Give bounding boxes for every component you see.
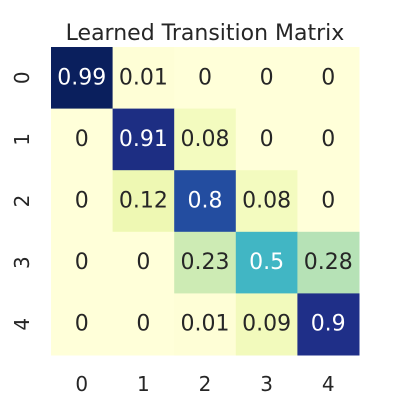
x-axis-tick-labels: 0 1 2 3 4 [75, 372, 334, 396]
cell-value-label: 0 [260, 127, 274, 152]
heatmap-cell [174, 108, 237, 171]
heatmap-cell [235, 293, 298, 356]
cell-value-label: 0 [321, 65, 335, 90]
cell-value-label: 0.28 [304, 250, 353, 275]
cell-value-label: 0.09 [242, 312, 291, 337]
heatmap-cell [174, 293, 237, 356]
heatmap-cell [297, 170, 360, 233]
cell-value-label: 0.99 [57, 65, 106, 90]
heatmap-cell [174, 231, 237, 294]
cell-value-label: 0.5 [249, 250, 284, 275]
cell-value-label: 0.23 [181, 250, 230, 275]
heatmap-cell [112, 293, 175, 356]
heatmap-cell [235, 108, 298, 171]
heatmap-cell [235, 47, 298, 110]
cell-value-label: 0.01 [119, 65, 168, 90]
heatmap-cell [297, 108, 360, 171]
heatmap-cell [51, 170, 114, 233]
cell-value-label: 0.08 [181, 127, 230, 152]
heatmap-cell [235, 231, 298, 294]
heatmap-cell [112, 108, 175, 171]
heatmap-cell [51, 108, 114, 171]
cell-value-label: 0 [75, 189, 89, 214]
cell-value-label: 0.91 [119, 127, 168, 152]
heatmap-cell [112, 231, 175, 294]
cell-value-label: 0 [75, 127, 89, 152]
cell-value-label: 0 [75, 312, 89, 337]
cell-value-label: 0 [198, 65, 212, 90]
heatmap-cell [51, 231, 114, 294]
y-tick-label: 0 [10, 71, 34, 84]
cell-value-label: 0 [136, 250, 150, 275]
cell-value-label: 0.9 [311, 312, 346, 337]
heatmap-cell [297, 293, 360, 356]
y-tick-label: 4 [10, 318, 34, 331]
cell-value-label: 0 [321, 189, 335, 214]
cell-value-label: 0.01 [181, 312, 230, 337]
y-tick-label: 3 [10, 256, 34, 269]
heatmap-cell [51, 47, 114, 110]
heatmap-cells [51, 47, 360, 356]
heatmap-cell-labels: 0.99 0.01 0 0 0 0 0.91 0.08 0 0 0 0.12 0.8 0.08 0 0 0 0.2… [57, 65, 352, 336]
y-tick-label: 1 [10, 133, 34, 146]
cell-value-label: 0 [321, 127, 335, 152]
x-tick-label: 0 [75, 372, 88, 396]
x-tick-label: 1 [137, 372, 150, 396]
heatmap-cell [297, 231, 360, 294]
heatmap-cell [112, 170, 175, 233]
y-tick-label: 2 [10, 195, 34, 208]
heatmap-cell [235, 170, 298, 233]
cell-value-label: 0 [136, 312, 150, 337]
heatmap-cell [51, 293, 114, 356]
chart-title: Learned Transition Matrix [66, 21, 345, 46]
cell-value-label: 0.08 [242, 189, 291, 214]
x-tick-label: 4 [322, 372, 335, 396]
heatmap-cell [297, 47, 360, 110]
cell-value-label: 0 [75, 250, 89, 275]
x-tick-label: 3 [260, 372, 273, 396]
heatmap-cell [174, 170, 237, 233]
heatmap-cell [112, 47, 175, 110]
cell-value-label: 0 [260, 65, 274, 90]
cell-value-label: 0.8 [188, 189, 223, 214]
heatmap-cell [174, 47, 237, 110]
y-axis-tick-labels: 0 1 2 3 4 [10, 71, 34, 330]
cell-value-label: 0.12 [119, 189, 168, 214]
x-tick-label: 2 [199, 372, 212, 396]
